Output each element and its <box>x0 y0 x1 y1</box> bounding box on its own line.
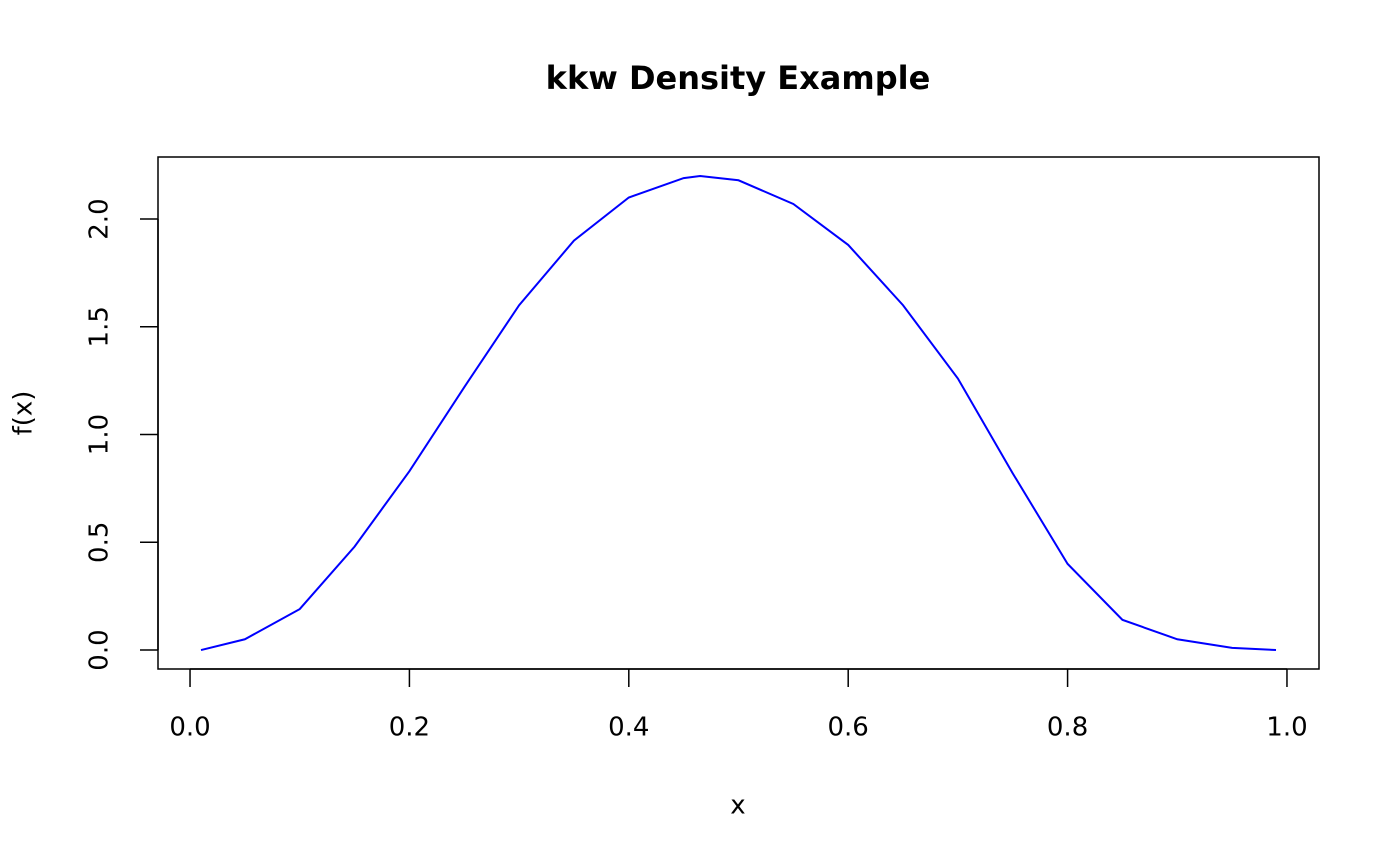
plot-frame <box>157 156 1320 670</box>
y-tick-label: 0.0 <box>85 629 115 670</box>
y-tick-label: 1.5 <box>85 306 115 347</box>
x-tick-label: 0.8 <box>1047 713 1088 743</box>
x-axis-label: x <box>730 791 745 821</box>
x-tick-label: 1.0 <box>1266 713 1307 743</box>
y-tick-label: 2.0 <box>85 198 115 239</box>
x-tick-label: 0.0 <box>169 713 210 743</box>
x-tick-label: 0.4 <box>608 713 649 743</box>
x-tick-label: 0.2 <box>389 713 430 743</box>
density-line <box>200 174 1277 652</box>
x-tick-label: 0.6 <box>828 713 869 743</box>
y-tick-label: 0.5 <box>85 522 115 563</box>
y-tick-label: 1.0 <box>85 414 115 455</box>
y-axis-label: f(x) <box>9 391 39 436</box>
chart-title: kkw Density Example <box>546 59 931 97</box>
